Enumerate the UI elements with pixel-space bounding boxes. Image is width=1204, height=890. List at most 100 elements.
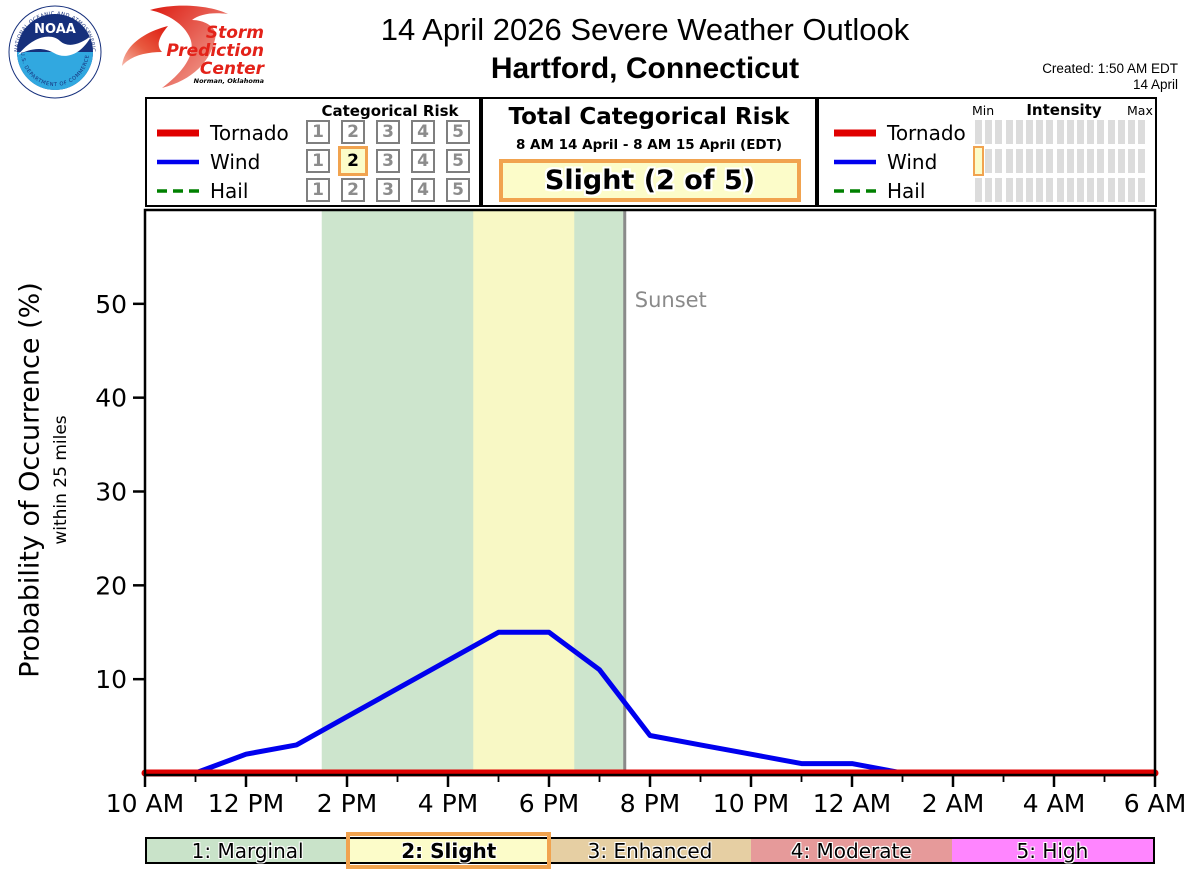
intensity-bar xyxy=(1087,178,1095,202)
y-tick-label: 40 xyxy=(95,384,127,413)
intensity-bar xyxy=(1097,178,1105,202)
x-tick-label: 2 PM xyxy=(317,789,378,818)
x-tick-label: 12 AM xyxy=(813,789,891,818)
x-tick-label: 8 PM xyxy=(620,789,681,818)
intensity-bar xyxy=(1046,178,1054,202)
spc-swoosh-s xyxy=(122,26,168,66)
intensity-bar xyxy=(995,178,1003,202)
intensity-bar xyxy=(975,178,982,202)
svg-text:NOAA: NOAA xyxy=(34,22,76,37)
risk-level-box-hail-5: 5 xyxy=(446,178,470,202)
x-tick-label: 2 AM xyxy=(922,789,985,818)
intensity-bar-selected-wind xyxy=(973,146,984,176)
intensity-bar xyxy=(1117,149,1125,173)
y-axis-title: Probability of Occurrence (%) xyxy=(14,282,46,678)
y-tick-label: 20 xyxy=(95,571,127,600)
risk-scale-segment-enhanced: 3: Enhanced xyxy=(549,839,751,863)
legend-label-tornado: Tornado xyxy=(887,121,966,145)
y-axis-subtitle: within 25 miles xyxy=(51,415,71,545)
svg-text:Norman, Oklahoma: Norman, Oklahoma xyxy=(194,77,264,85)
intensity-bar xyxy=(1046,149,1054,173)
wind-line-swatch xyxy=(834,159,876,165)
intensity-bar xyxy=(1026,149,1033,173)
slight-risk-window xyxy=(473,210,575,775)
intensity-bar xyxy=(1026,120,1033,144)
categorical-risk-scale: 1: Marginal 2: Slight 3: Enhanced 4: Modera… xyxy=(145,832,1155,869)
intensity-bar xyxy=(1138,178,1146,202)
intensity-bar xyxy=(1066,178,1074,202)
total-categorical-risk-panel: Total Categorical Risk 8 AM 14 April - 8… xyxy=(481,97,817,207)
intensity-legend-panel: Min Intensity Max Tornado Wind Hail xyxy=(817,97,1157,207)
categorical-risk-title: Categorical Risk xyxy=(321,102,459,120)
x-tick-label: 6 PM xyxy=(519,789,580,818)
x-tick-label: 10 PM xyxy=(713,789,789,818)
probability-chart: Sunset 10 AM 12 PM 2 PM 4 PM 6 PM 8 PM 10 PM 12 … xyxy=(95,208,1187,818)
noaa-seagull xyxy=(18,35,92,56)
hail-line-swatch xyxy=(157,189,199,193)
legend-label-tornado: Tornado xyxy=(210,121,289,145)
risk-level-box-tornado-3: 3 xyxy=(376,120,400,144)
wind-line-swatch xyxy=(157,159,199,165)
page-location: Hartford, Connecticut xyxy=(490,52,800,85)
intensity-bar xyxy=(1128,178,1135,202)
legend-label-hail: Hail xyxy=(210,179,249,203)
hail-line-swatch xyxy=(834,189,876,193)
intensity-bar xyxy=(1056,178,1064,202)
x-tick-label: 10 AM xyxy=(106,789,184,818)
created-timestamp: Created: 1:50 AM EDT 14 April xyxy=(1042,61,1178,92)
intensity-max-label: Max xyxy=(1127,103,1153,118)
x-tick-label: 4 AM xyxy=(1023,789,1086,818)
risk-level-box-tornado-4: 4 xyxy=(411,120,435,144)
intensity-bar xyxy=(995,120,1003,144)
intensity-bar xyxy=(1097,149,1105,173)
risk-level-box-hail-1: 1 xyxy=(306,178,330,202)
intensity-title: Intensity xyxy=(1026,101,1102,119)
intensity-bar xyxy=(1138,149,1146,173)
intensity-bar xyxy=(1097,120,1105,144)
x-tick-label: 12 PM xyxy=(208,789,284,818)
intensity-bar xyxy=(1046,120,1054,144)
spc-logo: Storm Prediction Center Norman, Oklahoma xyxy=(122,5,266,88)
legend-label-wind: Wind xyxy=(210,150,261,174)
svg-text:Storm: Storm xyxy=(206,23,264,43)
intensity-bar xyxy=(1036,149,1044,173)
x-tick-label: 4 PM xyxy=(418,789,479,818)
intensity-bar xyxy=(985,120,993,144)
intensity-bar xyxy=(1117,120,1125,144)
sunset-label: Sunset xyxy=(635,288,707,312)
intensity-bar xyxy=(1066,149,1074,173)
y-tick-label: 30 xyxy=(95,478,127,507)
intensity-bar xyxy=(1015,149,1023,173)
intensity-bar xyxy=(1107,120,1115,144)
risk-level-box-hail-3: 3 xyxy=(376,178,400,202)
risk-level-box-hail-2: 2 xyxy=(341,178,365,202)
risk-level-box-wind-3: 3 xyxy=(376,149,400,173)
risk-scale-segment-marginal: 1: Marginal xyxy=(147,839,349,863)
total-risk-title: Total Categorical Risk xyxy=(508,104,790,130)
risk-scale-segment-slight: 2: Slight xyxy=(346,832,552,869)
intensity-bar xyxy=(1005,178,1013,202)
total-risk-period: 8 AM 14 April - 8 AM 15 April (EDT) xyxy=(515,137,783,153)
risk-level-box-wind-5: 5 xyxy=(446,149,470,173)
y-tick-label: 10 xyxy=(95,665,127,694)
intensity-bar xyxy=(975,120,982,144)
risk-level-box-wind-4: 4 xyxy=(411,149,435,173)
intensity-bar xyxy=(1138,120,1146,144)
intensity-bar xyxy=(1056,120,1064,144)
intensity-bar xyxy=(985,149,993,173)
intensity-bar xyxy=(1128,120,1135,144)
intensity-bar xyxy=(1077,149,1084,173)
tornado-line-swatch xyxy=(834,129,876,137)
intensity-bar xyxy=(1077,178,1084,202)
intensity-bar xyxy=(1087,120,1095,144)
intensity-bar xyxy=(1015,178,1023,202)
intensity-bar xyxy=(1107,149,1115,173)
wind-probability-line xyxy=(142,629,1158,776)
intensity-bar xyxy=(1005,120,1013,144)
noaa-logo: NOAA NATIONAL OCEANIC AND ATMOSPHERIC AD… xyxy=(8,5,102,99)
intensity-bar xyxy=(1128,149,1135,173)
intensity-bar xyxy=(1026,178,1033,202)
x-tick-label: 6 AM xyxy=(1124,789,1187,818)
intensity-bar xyxy=(985,178,993,202)
